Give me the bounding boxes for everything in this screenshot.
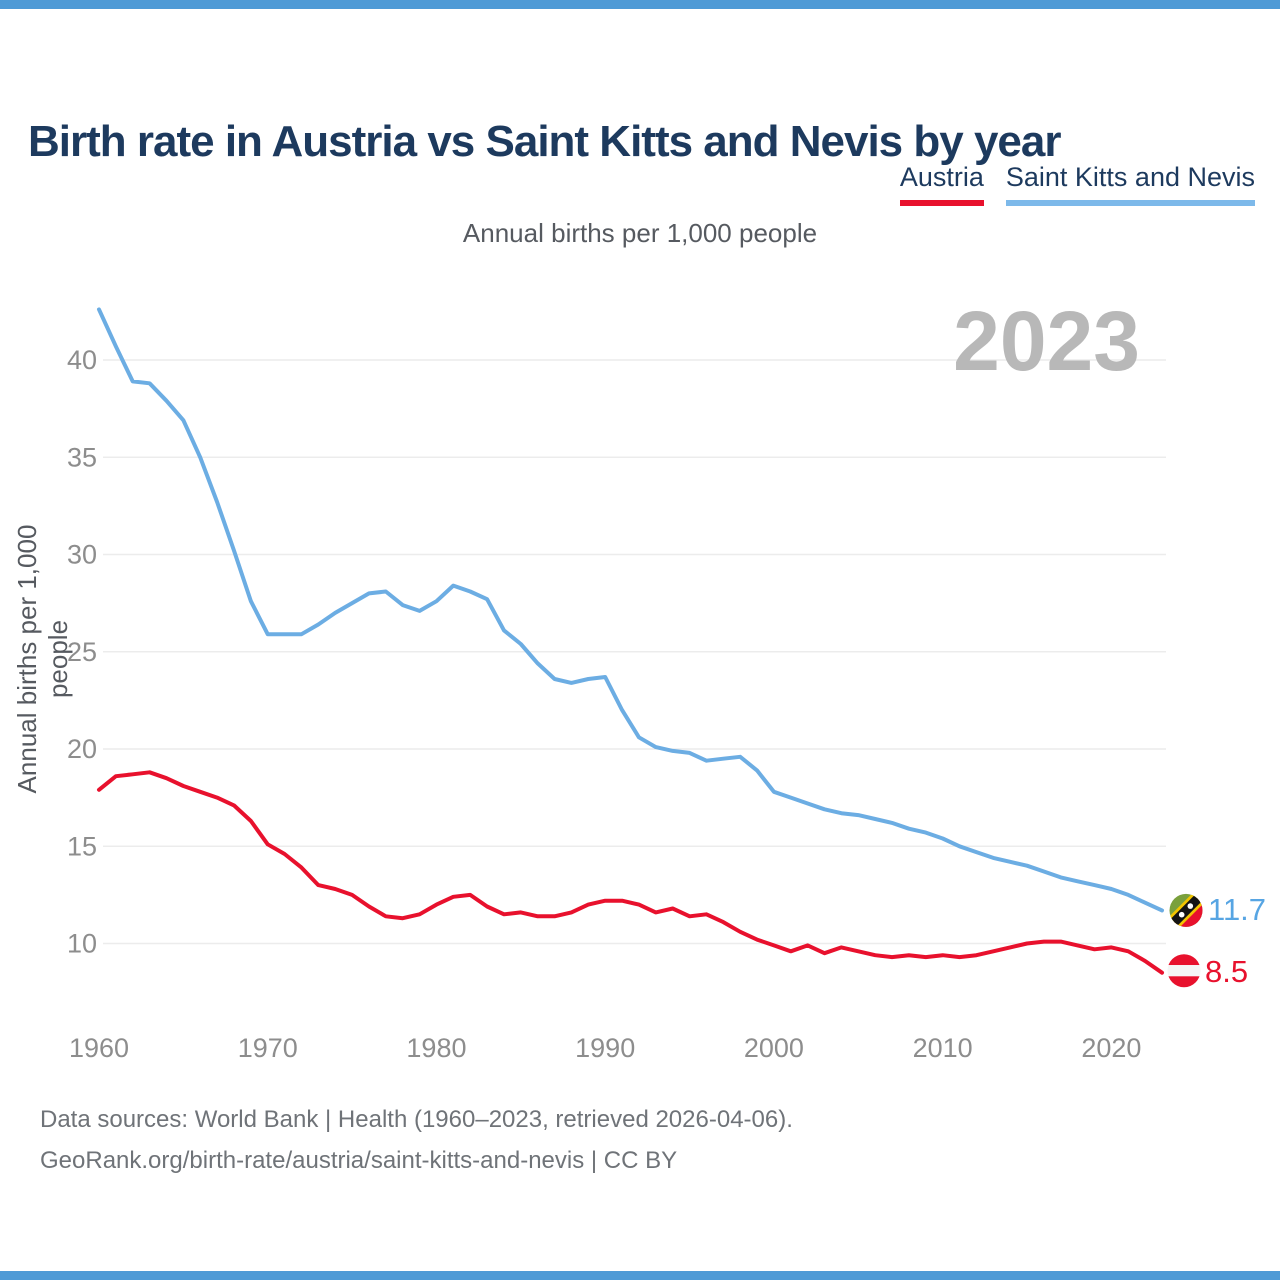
legend-item-saint-kitts-and-nevis[interactable]: Saint Kitts and Nevis bbox=[1005, 162, 1255, 206]
legend: Austria Saint Kitts and Nevis bbox=[899, 162, 1255, 206]
chart-subtitle: Annual births per 1,000 people bbox=[462, 218, 818, 248]
x-tick-label: 1960 bbox=[69, 1033, 129, 1063]
end-value-label-saint-kitts-and-nevis: 11.7 bbox=[1208, 892, 1267, 927]
flag-star bbox=[1178, 911, 1185, 918]
y-tick-label: 15 bbox=[67, 831, 97, 861]
y-tick-label: 30 bbox=[67, 540, 97, 570]
x-tick-label: 2000 bbox=[744, 1033, 804, 1063]
legend-item-austria[interactable]: Austria bbox=[899, 162, 984, 206]
flag-white-band bbox=[1167, 965, 1201, 977]
flag-clip-group bbox=[1167, 954, 1201, 988]
y-tick-label: 20 bbox=[67, 734, 97, 764]
y-tick-label: 25 bbox=[67, 637, 97, 667]
data-sources-text: Data sources: World Bank | Health (1960–… bbox=[40, 1106, 793, 1133]
flag-clip-group bbox=[1169, 893, 1203, 927]
top-accent-bar bbox=[0, 0, 1280, 9]
x-tick-label: 2010 bbox=[913, 1033, 973, 1063]
x-tick-label: 2020 bbox=[1081, 1033, 1141, 1063]
series-line-saint-kitts-and-nevis bbox=[97, 307, 1164, 913]
page-title: Birth rate in Austria vs Saint Kitts and… bbox=[28, 117, 1062, 167]
y-tick-label: 10 bbox=[67, 929, 97, 959]
y-tick-label: 35 bbox=[67, 442, 97, 472]
saint-kitts-and-nevis-flag-icon bbox=[1169, 893, 1203, 927]
bottom-accent-bar bbox=[0, 1271, 1280, 1280]
y-tick-label: 40 bbox=[67, 345, 97, 375]
x-tick-label: 1970 bbox=[238, 1033, 298, 1063]
x-tick-label: 1990 bbox=[575, 1033, 635, 1063]
end-value-label-austria: 8.5 bbox=[1205, 954, 1249, 989]
year-watermark: 2023 bbox=[953, 294, 1140, 388]
attribution-url-text: GeoRank.org/birth-rate/austria/saint-kit… bbox=[40, 1147, 678, 1174]
series-line-austria bbox=[97, 770, 1164, 975]
flag-black-band bbox=[1169, 893, 1203, 927]
flag-star bbox=[1187, 903, 1194, 909]
flag-red-band-bottom bbox=[1167, 976, 1201, 988]
x-tick-label: 1980 bbox=[406, 1033, 466, 1063]
flag-red-band-top bbox=[1167, 954, 1201, 966]
austria-flag-icon bbox=[1167, 954, 1201, 988]
